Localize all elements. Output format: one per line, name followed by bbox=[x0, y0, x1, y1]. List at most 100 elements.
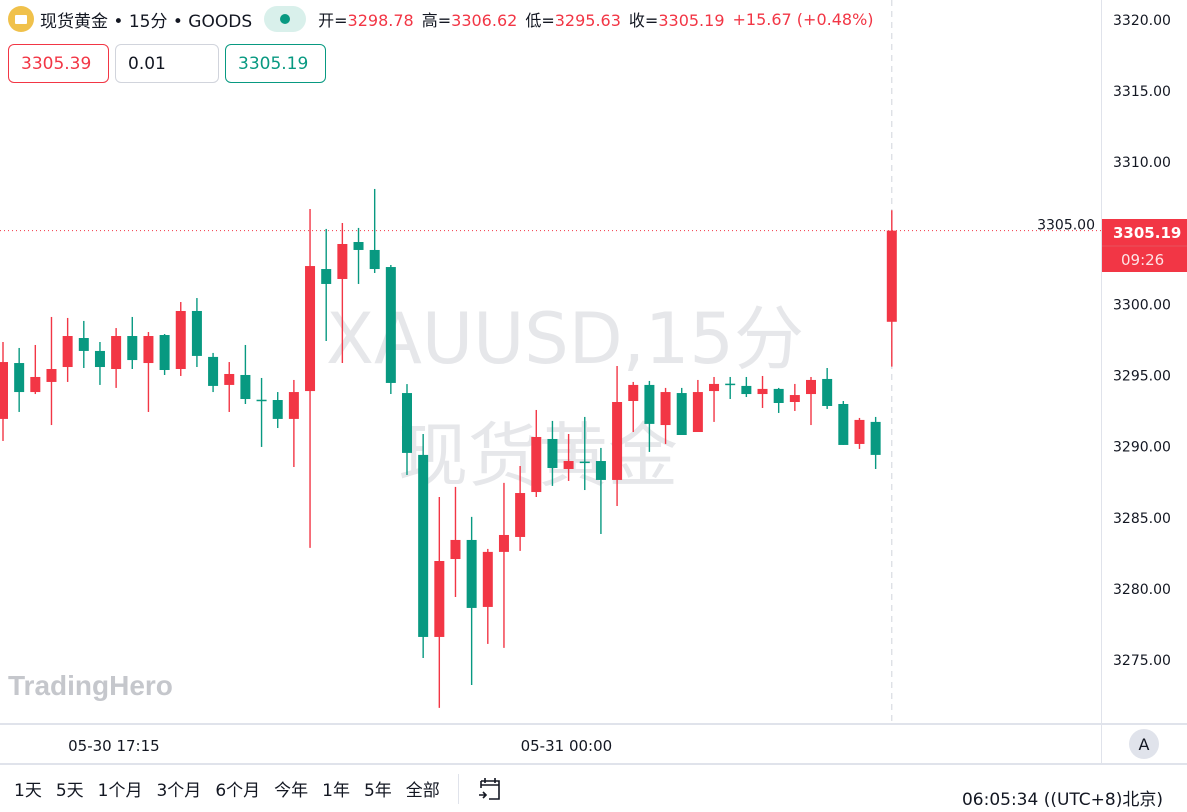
candle bbox=[94, 341, 105, 385]
sell-button[interactable]: 3305.39 bbox=[8, 44, 109, 83]
market-open-status-icon[interactable] bbox=[264, 6, 307, 32]
candle bbox=[757, 375, 768, 408]
candle-body bbox=[725, 383, 736, 386]
range-1m[interactable]: 1个月 bbox=[97, 781, 143, 801]
candlestick-chart[interactable]: 3320.00 3315.00 3310.00 3305.00 3300.00 3295.… bbox=[0, 0, 1187, 765]
candle bbox=[466, 516, 477, 686]
range-6m[interactable]: 6个月 bbox=[215, 781, 261, 801]
candle-body bbox=[498, 534, 509, 552]
symbol-legend: 现货黄金 • 15分 • GOODS 开=3298.78 高=3306.62 低… bbox=[8, 6, 882, 32]
candle bbox=[402, 384, 412, 475]
candle bbox=[353, 227, 364, 284]
candle bbox=[288, 379, 299, 467]
range-all[interactable]: 全部 bbox=[405, 781, 440, 801]
ohlc-close: 收=3305.19 bbox=[628, 11, 725, 30]
candle bbox=[30, 344, 41, 395]
candle-body bbox=[676, 393, 687, 435]
candle-body bbox=[692, 392, 703, 433]
buy-button[interactable]: 3305.19 bbox=[225, 44, 326, 83]
candle-body bbox=[418, 454, 429, 637]
candle-body bbox=[450, 539, 461, 560]
candle-body bbox=[773, 388, 784, 403]
auto-scale-button[interactable]: A bbox=[1129, 729, 1159, 759]
candle-body bbox=[208, 356, 219, 386]
bar-countdown: 09:26 bbox=[1121, 251, 1164, 269]
range-ytd[interactable]: 今年 bbox=[274, 781, 309, 801]
candle bbox=[272, 392, 283, 429]
candle bbox=[337, 222, 348, 364]
candle-body bbox=[46, 369, 57, 382]
toolbar-divider bbox=[457, 773, 459, 804]
range-5y[interactable]: 5年 bbox=[363, 781, 392, 801]
price-tick-label: 3305.00 bbox=[1037, 217, 1095, 233]
trade-panel: 3305.39 0.01 3305.19 bbox=[8, 44, 326, 83]
candle bbox=[418, 434, 429, 658]
candle-body bbox=[369, 249, 380, 270]
ohlc-high: 高=3306.62 bbox=[421, 11, 518, 30]
candle bbox=[191, 298, 202, 368]
range-1d[interactable]: 1天 bbox=[14, 781, 42, 801]
candle bbox=[838, 401, 849, 445]
candle-body bbox=[466, 539, 477, 608]
candle bbox=[806, 376, 816, 426]
candle-body bbox=[143, 336, 154, 364]
price-tick-label: 3290.00 bbox=[1113, 440, 1171, 456]
candle-body bbox=[175, 310, 186, 370]
candle bbox=[773, 387, 784, 413]
candle-body bbox=[709, 383, 720, 392]
candle bbox=[14, 347, 25, 412]
bottom-toolbar: 1天 5天 1个月 3个月 6个月 今年 1年 5年 全部 06:05:34 (… bbox=[0, 765, 1187, 812]
candle-body bbox=[644, 384, 655, 424]
candle-body bbox=[741, 385, 752, 395]
candle bbox=[369, 188, 380, 274]
candle-body bbox=[595, 461, 606, 480]
range-5d[interactable]: 5天 bbox=[55, 781, 84, 801]
candle bbox=[175, 302, 186, 376]
candle bbox=[692, 379, 703, 433]
price-tick-label: 3295.00 bbox=[1113, 369, 1171, 385]
candle-body bbox=[159, 335, 170, 371]
candle-body bbox=[191, 310, 202, 356]
candle bbox=[0, 341, 8, 441]
candle-body bbox=[886, 230, 897, 322]
candle-body bbox=[547, 438, 558, 468]
ohlc-open: 开=3298.78 bbox=[318, 11, 414, 30]
candle bbox=[305, 209, 316, 548]
candle-body bbox=[62, 336, 73, 368]
candle bbox=[450, 486, 461, 597]
candle-body bbox=[579, 461, 590, 464]
candle-body bbox=[434, 561, 445, 637]
range-1y[interactable]: 1年 bbox=[322, 781, 350, 801]
candle bbox=[111, 328, 122, 388]
price-tick-label: 3315.00 bbox=[1113, 84, 1171, 100]
candle bbox=[498, 482, 509, 648]
candle-body bbox=[337, 243, 348, 279]
candle-body bbox=[628, 384, 639, 402]
candle-body bbox=[757, 388, 768, 395]
time-axis[interactable]: 05-30 17:15 05-31 00:00 bbox=[0, 723, 1187, 765]
candle-body bbox=[288, 392, 299, 419]
candle-body bbox=[563, 461, 574, 469]
candle bbox=[127, 316, 138, 370]
range-3m[interactable]: 3个月 bbox=[156, 781, 202, 801]
clock-timezone[interactable]: 06:05:34 ((UTC+8)北京) bbox=[961, 790, 1163, 810]
candle bbox=[78, 320, 89, 369]
price-tick-label: 3300.00 bbox=[1113, 297, 1171, 313]
candle-body bbox=[111, 336, 122, 370]
price-tick-label: 3310.00 bbox=[1113, 155, 1171, 171]
candle bbox=[385, 265, 396, 395]
symbol-title[interactable]: 现货黄金 • 15分 • GOODS bbox=[40, 11, 253, 32]
candle-body bbox=[806, 379, 816, 395]
calendar-goto-icon[interactable] bbox=[475, 775, 505, 803]
candle bbox=[741, 376, 752, 398]
time-tick-label: 05-30 17:15 bbox=[68, 737, 160, 755]
price-axis-border bbox=[1101, 0, 1102, 765]
quantity-input[interactable]: 0.01 bbox=[115, 44, 219, 83]
candle-body bbox=[515, 493, 526, 537]
candle bbox=[725, 376, 736, 400]
candle bbox=[240, 344, 251, 404]
candle-body bbox=[94, 350, 105, 368]
candle-body bbox=[385, 267, 396, 383]
candle bbox=[256, 377, 267, 447]
candle bbox=[482, 548, 493, 644]
